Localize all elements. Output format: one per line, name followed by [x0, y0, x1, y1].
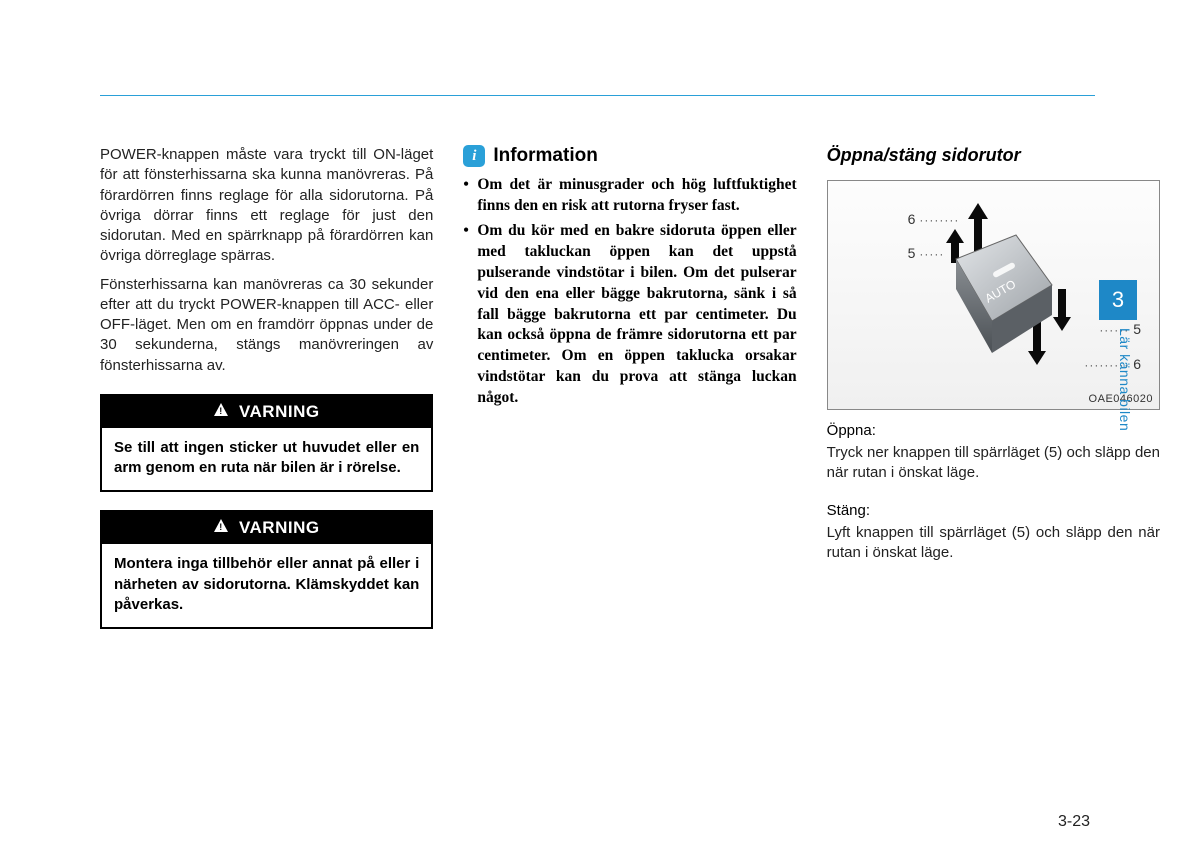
warning-title: VARNING: [239, 402, 320, 421]
page-number: 3-23: [1058, 813, 1090, 831]
info-heading: i Information: [463, 145, 796, 167]
warning-triangle-icon: !: [214, 519, 228, 536]
figure-label-6: 6 ········: [908, 211, 960, 227]
info-bullet-list: Om det är minusgrader och hög luftfuktig…: [463, 175, 796, 409]
window-switch-illustration: AUTO: [938, 231, 1058, 361]
open-body: Tryck ner knappen till spärrläget (5) oc…: [827, 443, 1160, 484]
info-bullet: Om du kör med en bakre sidoruta öppen el…: [463, 221, 796, 409]
svg-text:!: !: [219, 406, 223, 416]
warning-body: Se till att ingen sticker ut huvudet ell…: [102, 428, 431, 491]
warning-box-2: ! VARNING Montera inga tillbehör eller a…: [100, 510, 433, 629]
body-paragraph: Fönsterhissarna kan manövreras ca 30 sek…: [100, 275, 433, 376]
close-label: Stäng:: [827, 502, 1160, 519]
warning-header: ! VARNING: [102, 512, 431, 544]
body-paragraph: POWER-knappen måste vara tryckt till ON-…: [100, 145, 433, 267]
content-columns: POWER-knappen måste vara tryckt till ON-…: [100, 145, 1160, 639]
info-title: Information: [493, 145, 598, 167]
column-3: Öppna/stäng sidorutor 6 ········ 5 ·····…: [827, 145, 1160, 639]
top-rule: [100, 95, 1095, 96]
manual-page: POWER-knappen måste vara tryckt till ON-…: [0, 0, 1200, 861]
column-2: i Information Om det är minusgrader och …: [463, 145, 796, 639]
warning-header: ! VARNING: [102, 396, 431, 428]
chapter-tab: 3: [1099, 280, 1137, 320]
section-title: Öppna/stäng sidorutor: [827, 145, 1160, 166]
column-1: POWER-knappen måste vara tryckt till ON-…: [100, 145, 433, 639]
info-icon: i: [463, 145, 485, 167]
warning-box-1: ! VARNING Se till att ingen sticker ut h…: [100, 394, 433, 493]
info-bullet: Om det är minusgrader och hög luftfuktig…: [463, 175, 796, 217]
svg-text:!: !: [219, 522, 223, 532]
close-body: Lyft knappen till spärrläget (5) och slä…: [827, 523, 1160, 564]
open-label: Öppna:: [827, 422, 1160, 439]
warning-body: Montera inga tillbehör eller annat på el…: [102, 544, 431, 627]
side-caption: Lär känna bilen: [1117, 328, 1133, 431]
warning-title: VARNING: [239, 518, 320, 537]
warning-triangle-icon: !: [214, 403, 228, 420]
